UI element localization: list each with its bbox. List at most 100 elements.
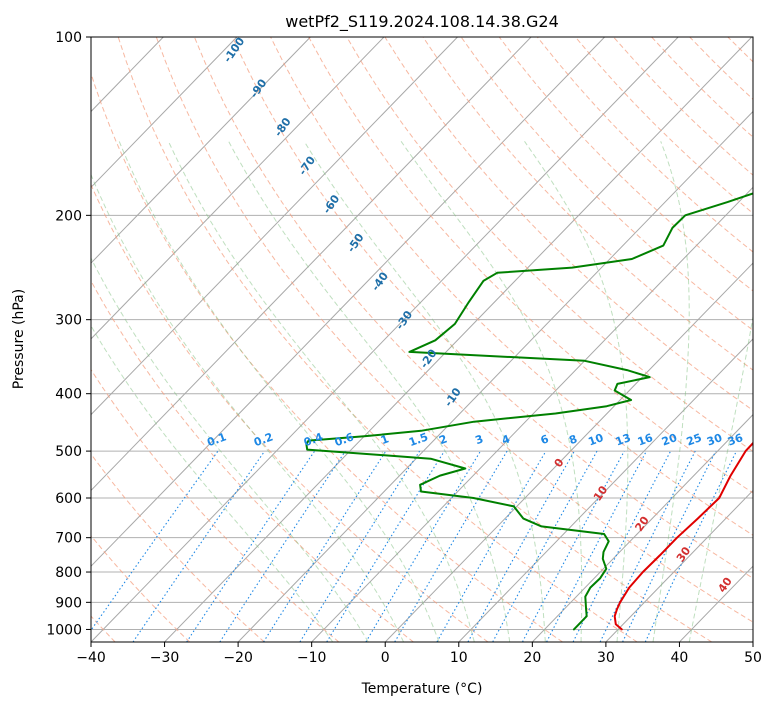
mixing-ratio-line-11	[492, 450, 598, 642]
mixing-ratio-label: 4	[500, 432, 512, 447]
moist-adiabat-25	[400, 141, 583, 642]
y-tick-label: 600	[55, 491, 82, 507]
isotherm-0	[384, 262, 753, 642]
dry-adiabat--30	[91, 535, 191, 642]
axes: −40 −30 −20 −10 0 10 20 30 40 5010020030040050060…	[46, 30, 762, 666]
moist-adiabat-5	[118, 141, 440, 642]
x-tick-label: −40	[76, 650, 106, 666]
moist-adiabat-0	[91, 173, 405, 642]
mixing-ratio-label: 16	[636, 431, 655, 449]
mixing-ratio-label: 13	[614, 431, 633, 448]
dry-adiabat-10	[91, 183, 489, 642]
y-tick-label: 700	[55, 531, 82, 547]
x-tick-label: 40	[671, 650, 689, 666]
mixing-ratio-label: 0.4	[302, 430, 325, 449]
mixing-ratio-label: 0.2	[252, 430, 275, 449]
isotherm--60	[91, 37, 532, 492]
x-tick-label: 20	[523, 650, 541, 666]
mixing-ratio-line-12	[522, 450, 625, 642]
y-tick-label: 1000	[46, 622, 82, 638]
isotherm--50	[91, 37, 605, 567]
mixing-ratio-label: 2	[437, 432, 449, 447]
mixing-ratio-line-1	[132, 450, 266, 642]
isotherm--20	[237, 110, 753, 642]
dry-adiabat-110	[422, 37, 753, 371]
mixing-ratio-line-15	[599, 450, 696, 642]
x-tick-label: −30	[150, 650, 180, 666]
y-axis-label: Pressure (hPa)	[11, 289, 27, 389]
moist-adiabat-35	[652, 141, 690, 642]
mixing-ratio-label: 3	[473, 432, 485, 447]
dry-adiabat-40	[155, 37, 713, 642]
x-tick-label: −10	[297, 650, 327, 666]
isotherm--70	[91, 37, 458, 416]
moist-adiabat--5	[91, 257, 369, 642]
dry-adiabat-100	[384, 37, 753, 411]
dry-adiabat--10	[91, 368, 340, 642]
mixing-ratio-label: 1.5	[407, 430, 430, 449]
moist-adiabat-30	[524, 141, 629, 642]
mixing-ratio-label: 10	[586, 431, 605, 449]
temperature-profile-line	[613, 441, 753, 631]
y-tick-label: 400	[55, 387, 82, 403]
moist-adiabats	[91, 141, 753, 642]
mixing-ratio-label: 1	[379, 432, 391, 447]
x-tick-label: −20	[223, 650, 253, 666]
dry-adiabat-20	[91, 71, 563, 642]
x-tick-label: 0	[381, 650, 390, 666]
isotherm-grid	[91, 37, 753, 642]
mixing-ratio-line-0	[91, 450, 219, 632]
dry-adiabat-30	[117, 37, 638, 642]
y-tick-label: 500	[55, 444, 82, 460]
x-tick-label: 30	[597, 650, 615, 666]
plot-area	[91, 37, 753, 642]
y-tick-label: 300	[55, 313, 82, 329]
mixing-ratio-label: 36	[726, 431, 745, 449]
moist-adiabat--10	[91, 324, 334, 642]
in-plot-labels: 0.1 0.2 0.4 0.6 1 1.5 2 3 4 6 8 10 13 16 20 25 30 36-100-…	[205, 35, 745, 595]
y-tick-label: 100	[55, 30, 82, 46]
chart-title: wetPf2_S119.2024.108.14.38.G24	[285, 12, 559, 32]
mixing-ratio-line-3	[219, 450, 346, 642]
x-axis-label: Temperature (°C)	[361, 681, 483, 697]
mixing-ratio-label: 0.6	[333, 430, 356, 449]
moist-adiabat-20	[303, 141, 546, 642]
x-tick-label: 50	[744, 650, 762, 666]
dewpoint-profile-line	[305, 192, 753, 631]
isotherm--30	[164, 37, 753, 642]
mixing-ratio-label: 20	[660, 431, 679, 449]
mixing-ratio-line-4	[263, 450, 387, 642]
y-tick-label: 900	[55, 595, 82, 611]
moist-adiabat-10	[167, 141, 475, 642]
plot-frame	[90, 36, 754, 643]
moist-adiabat-15	[228, 141, 511, 642]
isotherm-20	[531, 413, 753, 642]
mixing-ratio-label: 30	[705, 431, 724, 449]
dry-adiabat-70	[270, 37, 753, 536]
y-tick-label: 800	[55, 565, 82, 581]
y-tick-label: 200	[55, 208, 82, 224]
mixing-ratio-label: 6	[539, 432, 551, 447]
isotherm--80	[91, 37, 385, 340]
mixing-ratio-line-2	[186, 450, 316, 642]
mixing-ratio-line-10	[467, 450, 575, 642]
mixing-ratio-label: 0.1	[205, 430, 228, 449]
dry-adiabat-50	[193, 37, 753, 623]
mixing-ratio-label: 8	[567, 432, 579, 447]
dry-adiabats	[91, 37, 753, 642]
isotherm--40	[91, 37, 679, 642]
dry-adiabat-130	[498, 37, 753, 292]
mixing-ratio-lines	[91, 450, 737, 642]
isotherm--90	[91, 37, 311, 264]
mixing-ratio-line-14	[572, 450, 672, 642]
mixing-ratio-line-6	[326, 450, 445, 642]
x-tick-label: 10	[450, 650, 468, 666]
sounding-profiles	[305, 192, 753, 631]
isotherm-30	[605, 489, 753, 642]
dry-adiabat-80	[308, 37, 753, 494]
dry-adiabat-0	[91, 279, 414, 642]
isotherm-10	[458, 338, 753, 642]
isotherm--100	[91, 37, 238, 189]
